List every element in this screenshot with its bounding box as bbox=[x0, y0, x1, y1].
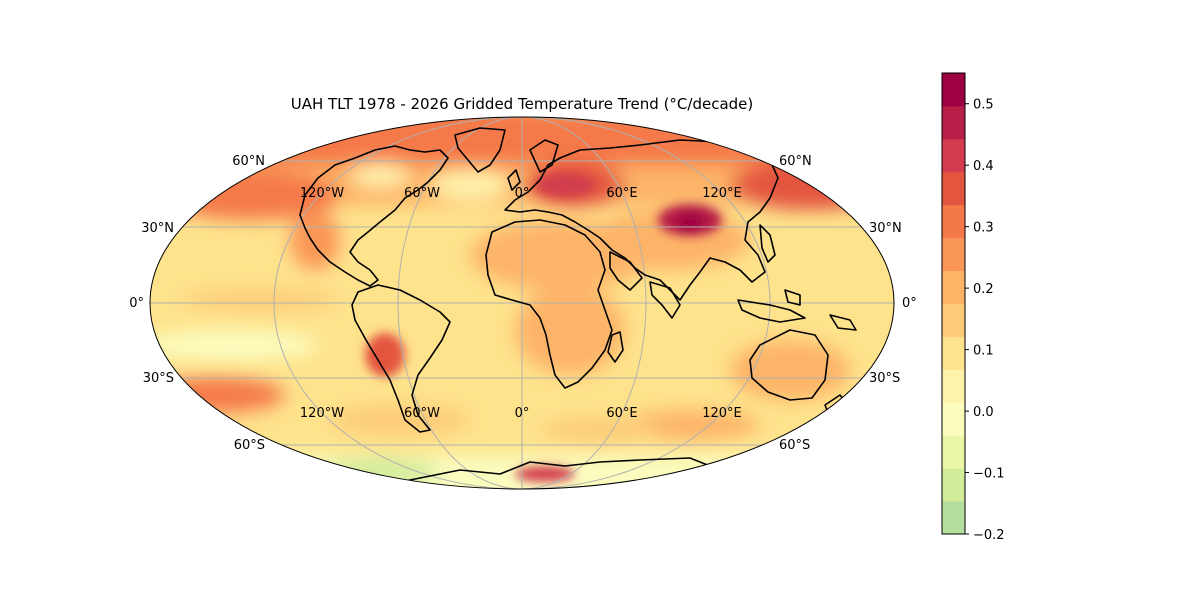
colorbar-band bbox=[942, 402, 965, 436]
lon-label: 120°E bbox=[702, 186, 742, 201]
colorbar-band bbox=[942, 204, 965, 239]
lat-label: 0° bbox=[902, 296, 917, 311]
colorbar-frame bbox=[941, 72, 966, 535]
colorbar-band bbox=[942, 501, 965, 535]
lat-labels-right: 60°N 30°N 0° 30°S 60°S bbox=[779, 154, 917, 453]
lon-label: 120°W bbox=[300, 406, 344, 421]
colorbar-tick-label: 0.4 bbox=[973, 159, 994, 174]
colorbar-band bbox=[942, 138, 965, 173]
colorbar-bands bbox=[942, 73, 965, 535]
lat-label: 30°N bbox=[141, 221, 174, 236]
colorbar-tick-label: 0.2 bbox=[973, 282, 994, 297]
colorbar-band bbox=[942, 171, 965, 206]
chart-title: UAH TLT 1978 - 2026 Gridded Temperature … bbox=[291, 95, 754, 113]
lat-label: 30°N bbox=[869, 221, 902, 236]
lon-label: 120°E bbox=[702, 406, 742, 421]
lon-label: 0° bbox=[515, 406, 530, 421]
lat-label: 60°N bbox=[779, 154, 812, 169]
lat-label: 30°S bbox=[869, 371, 900, 386]
colorbar-tick-label: 0.1 bbox=[973, 344, 994, 359]
lat-label: 0° bbox=[129, 296, 144, 311]
colorbar-band bbox=[942, 105, 965, 140]
colorbar-tick-label: −0.1 bbox=[973, 467, 1005, 482]
lon-label: 60°W bbox=[404, 406, 440, 421]
lat-label: 30°S bbox=[143, 371, 174, 386]
colorbar-band bbox=[942, 237, 965, 272]
colorbar-tick-label: 0.0 bbox=[973, 405, 994, 420]
colorbar-band bbox=[942, 303, 965, 337]
coastlines bbox=[299, 127, 857, 489]
colorbar: 0.5 0.4 0.3 0.2 0.1 0.0 −0.1 −0.2 bbox=[941, 72, 1005, 543]
colorbar-band bbox=[942, 336, 965, 370]
lon-label: 0° bbox=[515, 186, 530, 201]
lat-label: 60°S bbox=[234, 438, 265, 453]
colorbar-ticks: 0.5 0.4 0.3 0.2 0.1 0.0 −0.1 −0.2 bbox=[965, 98, 1005, 543]
globe-outline bbox=[149, 116, 895, 490]
lon-label: 60°W bbox=[404, 186, 440, 201]
lon-label: 120°W bbox=[300, 186, 344, 201]
colorbar-tick-label: 0.5 bbox=[973, 98, 994, 113]
colorbar-tick-label: 0.3 bbox=[973, 221, 994, 236]
lon-labels-south: 120°W 60°W 0° 60°E 120°E bbox=[300, 406, 742, 421]
colorbar-band bbox=[942, 270, 965, 304]
colorbar-band bbox=[942, 468, 965, 502]
lon-labels-north: 120°W 60°W 0° 60°E 120°E bbox=[300, 186, 742, 201]
colorbar-band bbox=[942, 369, 965, 403]
lon-label: 60°E bbox=[606, 186, 637, 201]
lat-label: 60°S bbox=[779, 438, 810, 453]
colorbar-band bbox=[942, 435, 965, 469]
lon-label: 60°E bbox=[606, 406, 637, 421]
lat-labels-left: 60°N 30°N 0° 30°S 60°S bbox=[129, 154, 265, 453]
lat-label: 60°N bbox=[232, 154, 265, 169]
colorbar-tick-label: −0.2 bbox=[973, 528, 1005, 543]
colorbar-band bbox=[942, 73, 965, 107]
